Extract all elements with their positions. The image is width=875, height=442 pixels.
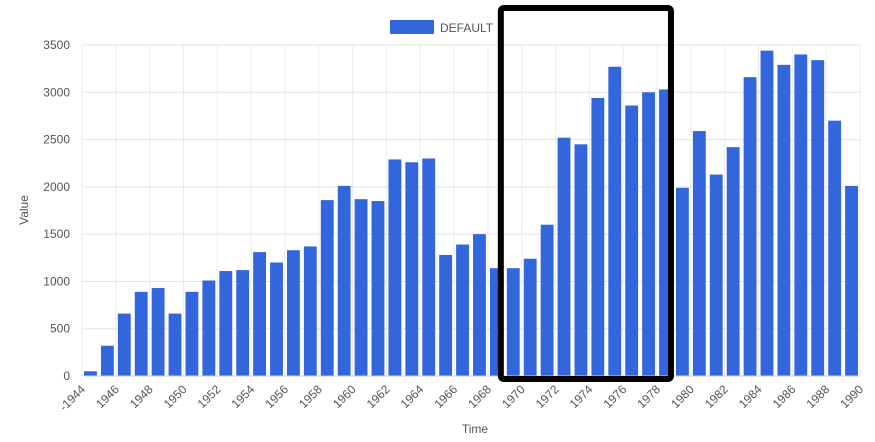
bar[interactable] — [168, 313, 182, 376]
y-tick-label: 1500 — [43, 227, 70, 241]
legend: DEFAULT — [390, 20, 494, 35]
x-axis-title: Time — [462, 422, 489, 436]
x-tick-label: 1962 — [364, 382, 393, 411]
bar[interactable] — [84, 371, 97, 376]
highlight-box — [497, 5, 674, 382]
x-tick-label: 1960 — [330, 382, 359, 411]
x-tick-label: 1988 — [804, 382, 833, 411]
bar[interactable] — [743, 77, 757, 376]
x-tick-label: 1952 — [195, 382, 224, 411]
bar[interactable] — [506, 268, 520, 376]
x-tick-label: -1944 — [57, 382, 89, 414]
bar[interactable] — [642, 92, 656, 377]
grid — [81, 44, 861, 377]
x-tick-label: 1990 — [837, 382, 866, 411]
x-tick-label: 1984 — [736, 382, 765, 411]
bar[interactable] — [828, 120, 842, 377]
bar[interactable] — [354, 199, 368, 376]
bar[interactable] — [371, 201, 385, 376]
bar[interactable] — [591, 97, 605, 377]
x-tick-label: 1968 — [465, 382, 494, 411]
x-tick-label: 1966 — [431, 382, 460, 411]
bar[interactable] — [151, 288, 165, 376]
bar[interactable] — [473, 234, 486, 376]
bar[interactable] — [845, 185, 858, 376]
x-tick-label: 1946 — [93, 382, 122, 411]
bar[interactable] — [692, 131, 706, 376]
bar[interactable] — [236, 270, 250, 376]
bar[interactable] — [574, 144, 588, 376]
y-tick-label: 500 — [50, 322, 70, 336]
x-tick-label: 1958 — [296, 382, 325, 411]
y-tick-label: 0 — [63, 369, 70, 383]
bar[interactable] — [219, 271, 233, 376]
bar[interactable] — [557, 137, 571, 376]
bar[interactable] — [303, 246, 317, 376]
bar[interactable] — [794, 54, 808, 376]
bar[interactable] — [337, 185, 351, 376]
bar[interactable] — [608, 66, 622, 376]
x-tick-label: 1970 — [499, 382, 528, 411]
bar[interactable] — [675, 187, 689, 376]
x-tick-label: 1982 — [702, 382, 731, 411]
bar[interactable] — [388, 159, 402, 376]
axes: 0 500 1000 1500 2000 2500 3000 3500 -1944 1946 194… — [43, 38, 866, 414]
annotations — [497, 5, 674, 382]
bar[interactable] — [134, 291, 148, 376]
bar[interactable] — [185, 291, 199, 376]
x-tick-label: 1956 — [262, 382, 291, 411]
legend-swatch — [390, 20, 434, 34]
bar[interactable] — [456, 244, 469, 376]
x-tick-label: 1976 — [601, 382, 630, 411]
bar[interactable] — [811, 60, 825, 376]
bar[interactable] — [202, 280, 216, 376]
bar[interactable] — [253, 252, 267, 376]
x-tick-label: 1972 — [533, 382, 562, 411]
bar[interactable] — [117, 313, 131, 376]
y-axis-title: Value — [17, 195, 31, 225]
bar[interactable] — [422, 158, 436, 376]
x-tick-label: 1948 — [127, 382, 156, 411]
y-tick-label: 2500 — [43, 133, 70, 147]
x-tick-label: 1986 — [770, 382, 799, 411]
bar[interactable] — [100, 345, 114, 376]
y-tick-label: 1000 — [43, 274, 70, 288]
x-tick-label: 1974 — [567, 382, 596, 411]
bar[interactable] — [760, 50, 774, 376]
x-tick-label: 1954 — [228, 382, 257, 411]
bar[interactable] — [709, 174, 723, 376]
bar[interactable] — [523, 258, 537, 376]
x-tick-label: 1950 — [161, 382, 190, 411]
bar[interactable] — [625, 105, 639, 377]
x-tick-label: 1980 — [668, 382, 697, 411]
bar[interactable] — [777, 64, 791, 377]
legend-label: DEFAULT — [440, 21, 494, 35]
bars — [84, 50, 858, 377]
bar[interactable] — [270, 262, 283, 376]
y-tick-label: 3000 — [43, 85, 70, 99]
bar[interactable] — [439, 254, 453, 376]
x-tick-label: 1964 — [398, 382, 427, 411]
bar[interactable] — [405, 162, 419, 376]
bar[interactable] — [540, 224, 554, 376]
y-tick-label: 3500 — [43, 38, 70, 52]
x-tick-label: 1978 — [634, 382, 663, 411]
bar[interactable] — [726, 147, 740, 376]
bar[interactable] — [320, 200, 334, 376]
bar[interactable] — [286, 250, 300, 376]
y-tick-label: 2000 — [43, 180, 70, 194]
